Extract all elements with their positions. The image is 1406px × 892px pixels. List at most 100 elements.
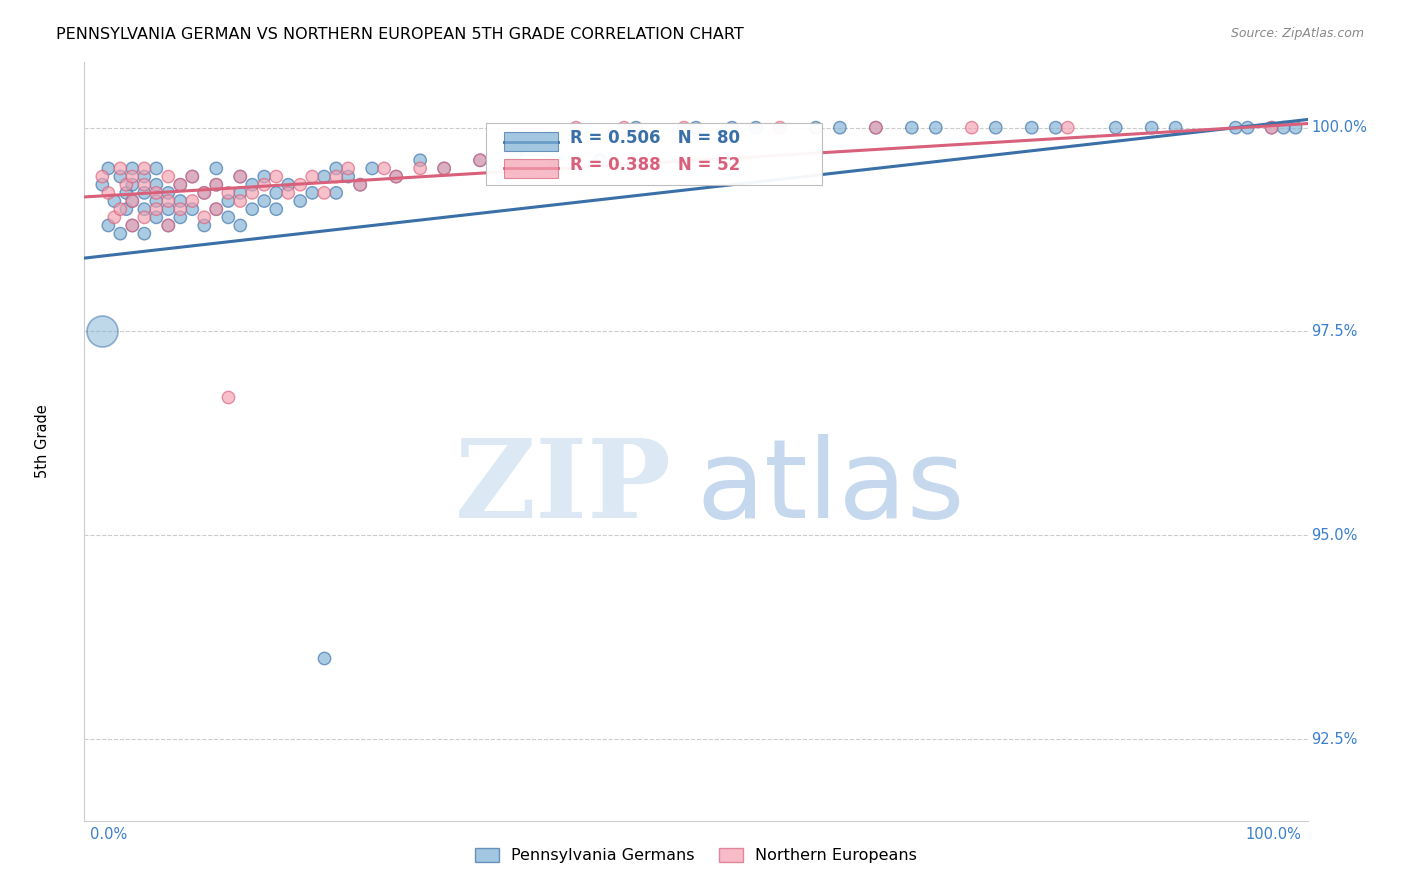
Point — [385, 169, 408, 184]
Point — [103, 211, 125, 225]
Point — [804, 120, 827, 135]
Text: R = 0.506   N = 80: R = 0.506 N = 80 — [569, 129, 740, 147]
Point — [121, 178, 143, 192]
Point — [193, 219, 215, 233]
Point — [157, 219, 180, 233]
Point — [121, 194, 143, 208]
Point — [325, 161, 347, 176]
Point — [110, 161, 132, 176]
Point — [134, 178, 156, 192]
Point — [1236, 120, 1258, 135]
Point — [468, 153, 491, 168]
Point — [145, 202, 167, 217]
Point — [145, 194, 167, 208]
Point — [433, 161, 456, 176]
Point — [217, 390, 239, 404]
Point — [121, 169, 143, 184]
Point — [229, 219, 252, 233]
Point — [145, 178, 167, 192]
Point — [240, 186, 263, 200]
Text: R = 0.388   N = 52: R = 0.388 N = 52 — [569, 156, 741, 174]
Point — [290, 194, 312, 208]
Point — [613, 120, 636, 135]
Point — [97, 161, 120, 176]
Point — [409, 161, 432, 176]
Point — [181, 169, 204, 184]
Point — [181, 202, 204, 217]
Point — [205, 202, 228, 217]
Point — [541, 161, 564, 176]
Point — [433, 161, 456, 176]
Point — [373, 161, 395, 176]
Point — [169, 178, 191, 192]
Point — [984, 120, 1007, 135]
Point — [1164, 120, 1187, 135]
Point — [624, 120, 647, 135]
Point — [721, 120, 744, 135]
Point — [901, 120, 924, 135]
Point — [1140, 120, 1163, 135]
Point — [301, 186, 323, 200]
Point — [205, 178, 228, 192]
Point — [181, 169, 204, 184]
Point — [685, 120, 707, 135]
Point — [205, 202, 228, 217]
Point — [134, 161, 156, 176]
Point — [865, 120, 887, 135]
Point — [97, 219, 120, 233]
Point — [229, 169, 252, 184]
Point — [110, 202, 132, 217]
Point — [121, 219, 143, 233]
Text: 0.0%: 0.0% — [90, 827, 128, 842]
Point — [145, 211, 167, 225]
Point — [865, 120, 887, 135]
Point — [337, 169, 360, 184]
Point — [1260, 120, 1282, 135]
Point — [169, 211, 191, 225]
Point — [157, 202, 180, 217]
Point — [217, 186, 239, 200]
Point — [115, 202, 138, 217]
Point — [253, 178, 276, 192]
Point — [468, 153, 491, 168]
Point — [229, 169, 252, 184]
Point — [217, 211, 239, 225]
Text: 100.0%: 100.0% — [1312, 120, 1367, 136]
Point — [253, 194, 276, 208]
Point — [91, 178, 114, 192]
Point — [1056, 120, 1078, 135]
Point — [1045, 120, 1067, 135]
Point — [264, 169, 287, 184]
Point — [97, 186, 120, 200]
Point — [290, 178, 312, 192]
Point — [240, 178, 263, 192]
Text: 97.5%: 97.5% — [1312, 324, 1358, 339]
Point — [960, 120, 983, 135]
FancyBboxPatch shape — [505, 132, 558, 152]
Point — [589, 153, 612, 168]
Point — [240, 202, 263, 217]
Point — [325, 169, 347, 184]
Point — [229, 194, 252, 208]
Point — [134, 211, 156, 225]
Point — [115, 186, 138, 200]
Point — [253, 169, 276, 184]
Point — [157, 186, 180, 200]
Point — [169, 202, 191, 217]
Point — [565, 120, 588, 135]
FancyBboxPatch shape — [486, 123, 823, 186]
Point — [505, 145, 527, 160]
Text: 100.0%: 100.0% — [1246, 827, 1302, 842]
Point — [361, 161, 384, 176]
FancyBboxPatch shape — [505, 159, 558, 178]
Point — [349, 178, 371, 192]
Point — [264, 186, 287, 200]
Point — [193, 186, 215, 200]
Point — [301, 169, 323, 184]
Text: 5th Grade: 5th Grade — [35, 405, 49, 478]
Point — [337, 161, 360, 176]
Point — [121, 194, 143, 208]
Point — [121, 161, 143, 176]
Point — [134, 186, 156, 200]
Point — [1105, 120, 1128, 135]
